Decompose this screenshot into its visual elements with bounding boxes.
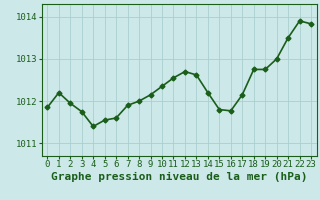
X-axis label: Graphe pression niveau de la mer (hPa): Graphe pression niveau de la mer (hPa) [51, 172, 308, 182]
